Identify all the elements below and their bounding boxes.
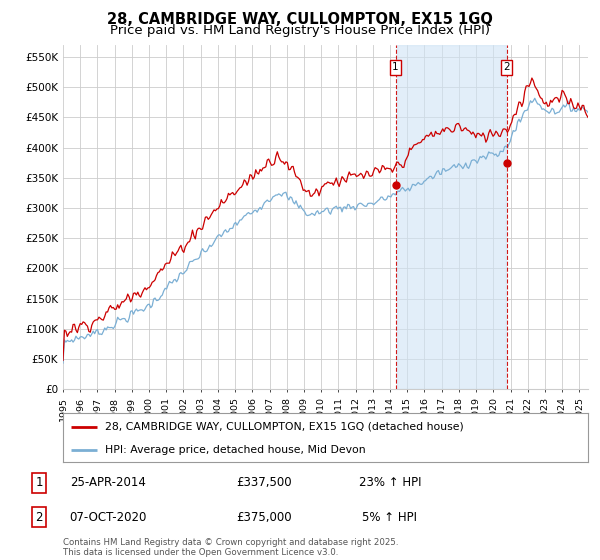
Text: Price paid vs. HM Land Registry's House Price Index (HPI): Price paid vs. HM Land Registry's House …	[110, 24, 490, 36]
Text: 23% ↑ HPI: 23% ↑ HPI	[359, 476, 421, 489]
Text: 07-OCT-2020: 07-OCT-2020	[70, 511, 146, 524]
Text: 5% ↑ HPI: 5% ↑ HPI	[362, 511, 418, 524]
Text: 1: 1	[392, 62, 399, 72]
Text: £337,500: £337,500	[236, 476, 292, 489]
Text: HPI: Average price, detached house, Mid Devon: HPI: Average price, detached house, Mid …	[105, 445, 365, 455]
Text: 28, CAMBRIDGE WAY, CULLOMPTON, EX15 1GQ: 28, CAMBRIDGE WAY, CULLOMPTON, EX15 1GQ	[107, 12, 493, 27]
Text: 2: 2	[35, 511, 43, 524]
Text: 28, CAMBRIDGE WAY, CULLOMPTON, EX15 1GQ (detached house): 28, CAMBRIDGE WAY, CULLOMPTON, EX15 1GQ …	[105, 422, 464, 432]
Text: 2: 2	[503, 62, 510, 72]
Text: £375,000: £375,000	[236, 511, 292, 524]
Text: 25-APR-2014: 25-APR-2014	[70, 476, 146, 489]
Text: 1: 1	[35, 476, 43, 489]
Text: Contains HM Land Registry data © Crown copyright and database right 2025.
This d: Contains HM Land Registry data © Crown c…	[63, 538, 398, 557]
